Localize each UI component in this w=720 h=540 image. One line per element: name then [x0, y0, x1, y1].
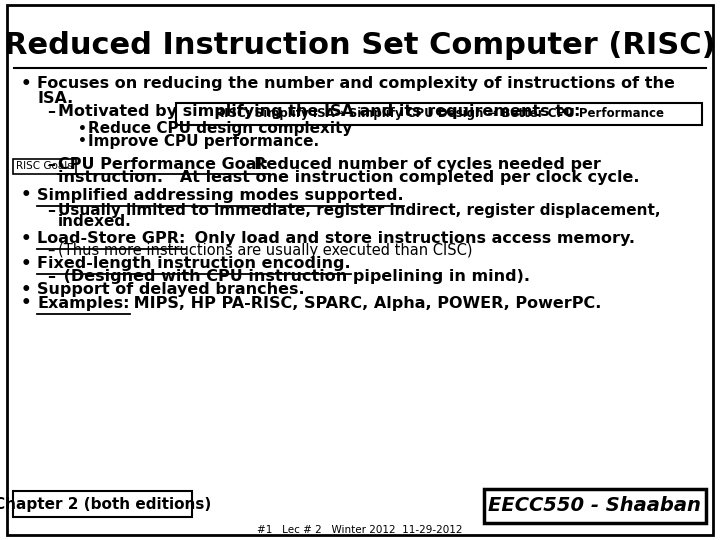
FancyBboxPatch shape	[7, 5, 713, 535]
Text: MIPS, HP PA-RISC, SPARC, Alpha, POWER, PowerPC.: MIPS, HP PA-RISC, SPARC, Alpha, POWER, P…	[128, 296, 601, 311]
Text: Examples:: Examples:	[37, 296, 130, 311]
Text: Focuses on reducing the number and complexity of instructions of the: Focuses on reducing the number and compl…	[37, 76, 675, 91]
Text: Usually limited to immediate, register indirect, register displacement,: Usually limited to immediate, register i…	[58, 203, 660, 218]
Text: •: •	[20, 294, 31, 313]
FancyBboxPatch shape	[176, 103, 702, 125]
Text: Motivated by simplifying the ISA and its requirements to:: Motivated by simplifying the ISA and its…	[58, 104, 580, 119]
Text: –: –	[47, 157, 55, 172]
Text: •: •	[20, 254, 31, 273]
Text: (Thus more instructions are usually executed than CISC): (Thus more instructions are usually exec…	[58, 243, 472, 258]
Text: Fixed-length instruction encoding.: Fixed-length instruction encoding.	[37, 256, 351, 271]
Text: #1   Lec # 2   Winter 2012  11-29-2012: #1 Lec # 2 Winter 2012 11-29-2012	[257, 525, 463, 535]
Text: Simplified addressing modes supported.: Simplified addressing modes supported.	[37, 188, 404, 203]
FancyBboxPatch shape	[13, 159, 76, 174]
Text: •: •	[20, 75, 31, 93]
Text: Reduce CPU design complexity: Reduce CPU design complexity	[88, 121, 352, 136]
Text: •: •	[78, 134, 86, 149]
Text: Reduced Instruction Set Computer (RISC): Reduced Instruction Set Computer (RISC)	[4, 31, 716, 60]
Text: Chapter 2 (both editions): Chapter 2 (both editions)	[0, 497, 211, 512]
Text: (Designed with CPU instruction pipelining in mind).: (Designed with CPU instruction pipelinin…	[58, 269, 530, 284]
Text: CPU Performance Goal:: CPU Performance Goal:	[58, 157, 268, 172]
Text: •: •	[20, 281, 31, 299]
Text: –: –	[47, 269, 55, 284]
Text: –: –	[47, 203, 55, 218]
Text: •: •	[20, 230, 31, 248]
Text: RISC Goals: RISC Goals	[17, 161, 73, 171]
Text: –: –	[47, 104, 55, 119]
Text: •: •	[20, 186, 31, 205]
Text: EECC550 - Shaaban: EECC550 - Shaaban	[488, 496, 701, 516]
Text: RISC: Simplify ISA→ Simplify CPU Design → Better CPU Performance: RISC: Simplify ISA→ Simplify CPU Design …	[215, 107, 664, 120]
Text: Support of delayed branches.: Support of delayed branches.	[37, 282, 305, 298]
Text: Only load and store instructions access memory.: Only load and store instructions access …	[189, 231, 634, 246]
Text: indexed.: indexed.	[58, 214, 131, 230]
Text: instruction.   At least one instruction completed per clock cycle.: instruction. At least one instruction co…	[58, 170, 639, 185]
FancyBboxPatch shape	[13, 491, 192, 517]
Text: •: •	[78, 122, 86, 136]
Text: Reduced number of cycles needed per: Reduced number of cycles needed per	[243, 157, 601, 172]
Text: ISA.: ISA.	[37, 91, 73, 106]
FancyBboxPatch shape	[484, 489, 706, 523]
Text: Load-Store GPR:: Load-Store GPR:	[37, 231, 186, 246]
Text: –: –	[47, 243, 54, 258]
Text: Improve CPU performance.: Improve CPU performance.	[88, 134, 319, 149]
